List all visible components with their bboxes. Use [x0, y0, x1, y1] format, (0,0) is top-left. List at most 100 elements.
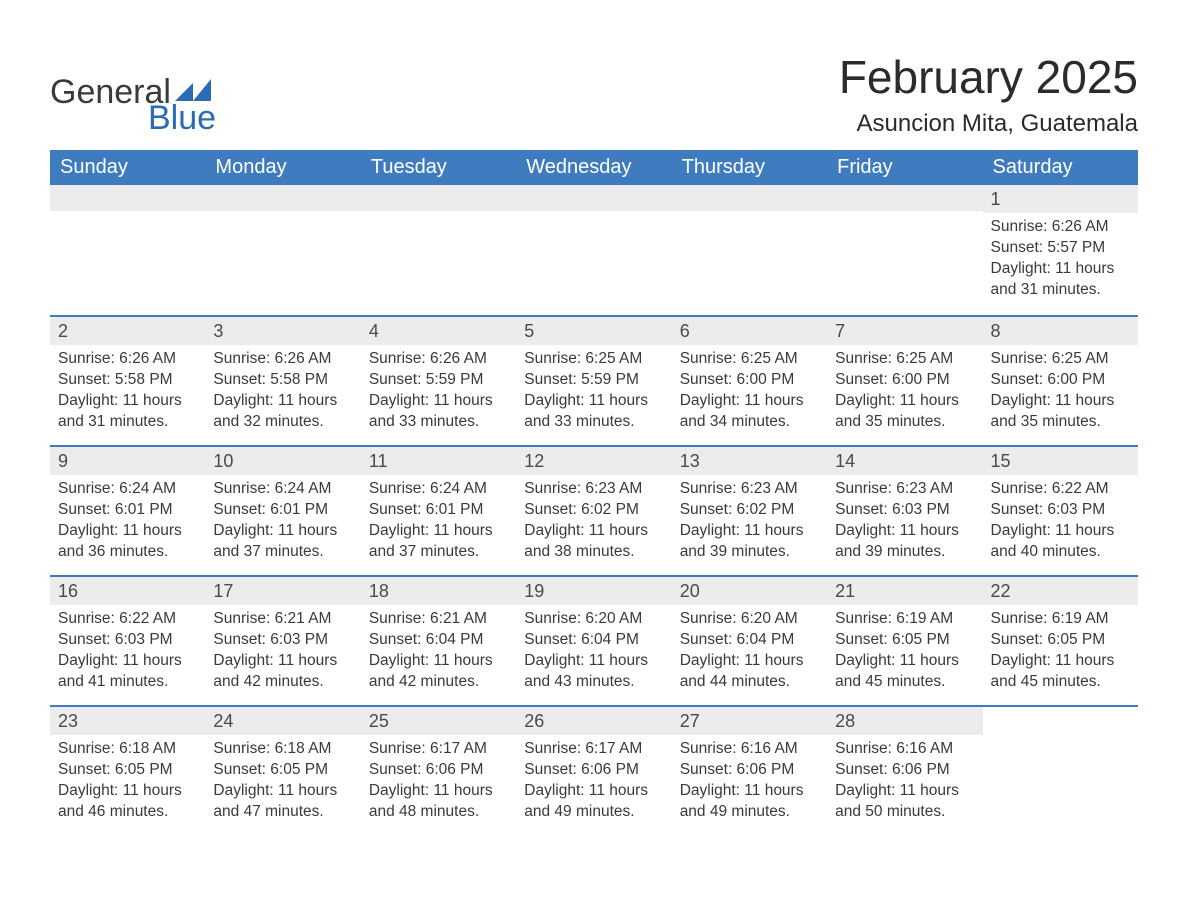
daylight-text: Daylight: 11 hours and 38 minutes. [524, 521, 663, 563]
day-number: 27 [672, 707, 827, 735]
day-number: 4 [361, 317, 516, 345]
day-number [983, 707, 1138, 733]
daylight-text: Daylight: 11 hours and 48 minutes. [369, 781, 508, 823]
day-cell: 8Sunrise: 6:25 AMSunset: 6:00 PMDaylight… [983, 317, 1138, 445]
day-number: 8 [983, 317, 1138, 345]
day-number: 18 [361, 577, 516, 605]
day-body: Sunrise: 6:20 AMSunset: 6:04 PMDaylight:… [516, 605, 671, 703]
daylight-text: Daylight: 11 hours and 39 minutes. [680, 521, 819, 563]
day-body: Sunrise: 6:22 AMSunset: 6:03 PMDaylight:… [50, 605, 205, 703]
empty-cell [361, 185, 516, 315]
day-cell: 1Sunrise: 6:26 AMSunset: 5:57 PMDaylight… [983, 185, 1138, 315]
logo-flag-icon [175, 79, 211, 101]
weekday-header: Friday [827, 150, 982, 185]
sunset-text: Sunset: 6:00 PM [991, 370, 1130, 391]
day-body [983, 733, 1138, 747]
day-number [516, 185, 671, 211]
day-cell: 27Sunrise: 6:16 AMSunset: 6:06 PMDayligh… [672, 707, 827, 835]
sunset-text: Sunset: 6:03 PM [58, 630, 197, 651]
sunrise-text: Sunrise: 6:25 AM [524, 349, 663, 370]
day-number: 23 [50, 707, 205, 735]
day-number: 13 [672, 447, 827, 475]
day-number: 21 [827, 577, 982, 605]
day-cell: 5Sunrise: 6:25 AMSunset: 5:59 PMDaylight… [516, 317, 671, 445]
day-body: Sunrise: 6:24 AMSunset: 6:01 PMDaylight:… [50, 475, 205, 573]
day-cell: 7Sunrise: 6:25 AMSunset: 6:00 PMDaylight… [827, 317, 982, 445]
sunset-text: Sunset: 6:02 PM [680, 500, 819, 521]
sunset-text: Sunset: 6:02 PM [524, 500, 663, 521]
sunset-text: Sunset: 5:58 PM [213, 370, 352, 391]
day-number: 26 [516, 707, 671, 735]
weekday-header: Monday [205, 150, 360, 185]
weekday-header: Wednesday [516, 150, 671, 185]
empty-cell [672, 185, 827, 315]
day-body: Sunrise: 6:26 AMSunset: 5:58 PMDaylight:… [50, 345, 205, 443]
sunset-text: Sunset: 6:01 PM [369, 500, 508, 521]
daylight-text: Daylight: 11 hours and 35 minutes. [991, 391, 1130, 433]
day-cell: 15Sunrise: 6:22 AMSunset: 6:03 PMDayligh… [983, 447, 1138, 575]
day-number: 20 [672, 577, 827, 605]
day-number [205, 185, 360, 211]
day-cell: 18Sunrise: 6:21 AMSunset: 6:04 PMDayligh… [361, 577, 516, 705]
day-number: 6 [672, 317, 827, 345]
day-number: 5 [516, 317, 671, 345]
sunrise-text: Sunrise: 6:24 AM [369, 479, 508, 500]
day-body: Sunrise: 6:16 AMSunset: 6:06 PMDaylight:… [672, 735, 827, 833]
day-body: Sunrise: 6:21 AMSunset: 6:04 PMDaylight:… [361, 605, 516, 703]
sunset-text: Sunset: 6:03 PM [213, 630, 352, 651]
day-cell: 16Sunrise: 6:22 AMSunset: 6:03 PMDayligh… [50, 577, 205, 705]
day-body: Sunrise: 6:24 AMSunset: 6:01 PMDaylight:… [361, 475, 516, 573]
day-body: Sunrise: 6:16 AMSunset: 6:06 PMDaylight:… [827, 735, 982, 833]
sunrise-text: Sunrise: 6:18 AM [213, 739, 352, 760]
day-number: 24 [205, 707, 360, 735]
day-number: 10 [205, 447, 360, 475]
weekday-header: Tuesday [361, 150, 516, 185]
sunrise-text: Sunrise: 6:22 AM [991, 479, 1130, 500]
sunrise-text: Sunrise: 6:26 AM [369, 349, 508, 370]
page-header: General Blue February 2025 Asuncion Mita… [50, 50, 1138, 138]
day-body: Sunrise: 6:24 AMSunset: 6:01 PMDaylight:… [205, 475, 360, 573]
day-number: 28 [827, 707, 982, 735]
daylight-text: Daylight: 11 hours and 45 minutes. [835, 651, 974, 693]
sunrise-text: Sunrise: 6:18 AM [58, 739, 197, 760]
day-cell: 26Sunrise: 6:17 AMSunset: 6:06 PMDayligh… [516, 707, 671, 835]
daylight-text: Daylight: 11 hours and 41 minutes. [58, 651, 197, 693]
day-body [205, 211, 360, 225]
weekday-header: Thursday [672, 150, 827, 185]
empty-cell [827, 185, 982, 315]
day-body: Sunrise: 6:23 AMSunset: 6:03 PMDaylight:… [827, 475, 982, 573]
day-body: Sunrise: 6:26 AMSunset: 5:59 PMDaylight:… [361, 345, 516, 443]
daylight-text: Daylight: 11 hours and 37 minutes. [369, 521, 508, 563]
daylight-text: Daylight: 11 hours and 34 minutes. [680, 391, 819, 433]
day-cell: 28Sunrise: 6:16 AMSunset: 6:06 PMDayligh… [827, 707, 982, 835]
sunrise-text: Sunrise: 6:16 AM [680, 739, 819, 760]
day-cell: 12Sunrise: 6:23 AMSunset: 6:02 PMDayligh… [516, 447, 671, 575]
daylight-text: Daylight: 11 hours and 35 minutes. [835, 391, 974, 433]
day-number: 19 [516, 577, 671, 605]
day-body: Sunrise: 6:17 AMSunset: 6:06 PMDaylight:… [516, 735, 671, 833]
day-cell: 17Sunrise: 6:21 AMSunset: 6:03 PMDayligh… [205, 577, 360, 705]
day-body: Sunrise: 6:18 AMSunset: 6:05 PMDaylight:… [50, 735, 205, 833]
sunrise-text: Sunrise: 6:26 AM [213, 349, 352, 370]
day-number: 3 [205, 317, 360, 345]
day-number: 25 [361, 707, 516, 735]
sunrise-text: Sunrise: 6:19 AM [835, 609, 974, 630]
daylight-text: Daylight: 11 hours and 31 minutes. [991, 259, 1130, 301]
week-row: 9Sunrise: 6:24 AMSunset: 6:01 PMDaylight… [50, 445, 1138, 575]
day-cell: 14Sunrise: 6:23 AMSunset: 6:03 PMDayligh… [827, 447, 982, 575]
sunset-text: Sunset: 6:06 PM [835, 760, 974, 781]
empty-cell [516, 185, 671, 315]
day-body [50, 211, 205, 225]
daylight-text: Daylight: 11 hours and 33 minutes. [369, 391, 508, 433]
sunrise-text: Sunrise: 6:20 AM [524, 609, 663, 630]
sunset-text: Sunset: 5:58 PM [58, 370, 197, 391]
day-number: 17 [205, 577, 360, 605]
day-number: 11 [361, 447, 516, 475]
sunset-text: Sunset: 6:05 PM [213, 760, 352, 781]
day-body [672, 211, 827, 225]
sunrise-text: Sunrise: 6:25 AM [835, 349, 974, 370]
daylight-text: Daylight: 11 hours and 46 minutes. [58, 781, 197, 823]
daylight-text: Daylight: 11 hours and 44 minutes. [680, 651, 819, 693]
day-number: 7 [827, 317, 982, 345]
sunset-text: Sunset: 6:05 PM [991, 630, 1130, 651]
